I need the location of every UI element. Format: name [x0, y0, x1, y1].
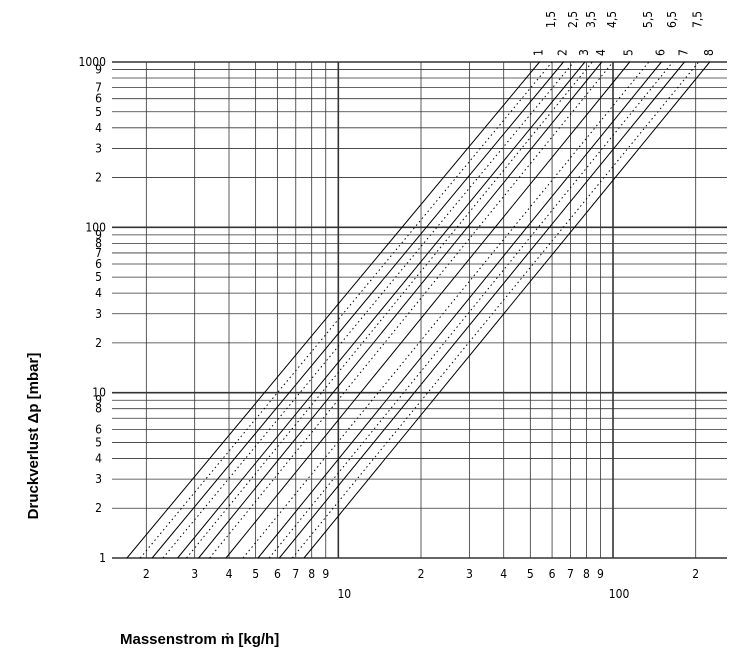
x-decade-label: 100 [609, 587, 630, 601]
y-tick-label: 8 [95, 402, 102, 416]
x-tick-label: 7 [567, 567, 574, 581]
y-tick-label: 5 [95, 270, 102, 284]
series-line-1 [126, 61, 540, 559]
series-label: 2 [555, 49, 569, 56]
y-tick-label: 2 [95, 336, 102, 350]
y-tick-label: 9 [95, 63, 102, 77]
x-tick-label: 4 [500, 567, 507, 581]
series-label: 6,5 [665, 11, 679, 28]
y-tick-label: 5 [95, 105, 102, 119]
y-tick-label: 3 [95, 141, 102, 155]
x-tick-label: 5 [527, 567, 534, 581]
y-tick-label: 4 [95, 451, 102, 465]
y-tick-label: 8 [95, 236, 102, 250]
series-line-5 [225, 61, 631, 559]
y-tick-label: 4 [95, 286, 102, 300]
x-tick-label: 5 [252, 567, 259, 581]
series-label: 3 [577, 49, 591, 56]
y-tick-label: 7 [95, 81, 102, 95]
y-tick-label: 5 [95, 435, 102, 449]
x-tick-label: 2 [692, 567, 699, 581]
series-label: 3,5 [584, 11, 598, 28]
x-tick-label: 2 [143, 567, 150, 581]
y-tick-label: 4 [95, 121, 102, 135]
x-axis-label: Massenstrom ṁ [kg/h] [120, 631, 279, 648]
series-line-7 [278, 61, 685, 559]
series-line-4-5 [209, 61, 614, 559]
y-tick-label: 3 [95, 472, 102, 486]
y-tick-label: 2 [95, 501, 102, 515]
series-line-7-5 [291, 61, 700, 559]
series-line-4 [198, 61, 603, 559]
tick-labels: 11,522,533,544,555,566,577,582 3 4 5 6 7 8 9 2 3 4… [79, 11, 716, 601]
series-label: 1 [532, 49, 546, 56]
x-tick-label: 3 [466, 567, 473, 581]
series-line-5-5 [242, 61, 650, 559]
y-tick-label: 6 [95, 422, 102, 436]
y-tick-label: 7 [95, 246, 102, 260]
x-tick-label: 2 [418, 567, 425, 581]
series-label: 6 [653, 49, 667, 56]
y-tick-label: 6 [95, 257, 102, 271]
series-label: 7 [676, 49, 690, 56]
y-tick-label: 100 [85, 220, 106, 234]
y-tick-label: 9 [95, 393, 102, 407]
x-tick-label: 7 [292, 567, 299, 581]
series-label: 4,5 [605, 11, 619, 28]
y-axis-label: Druckverlust Δp [mbar] [25, 353, 42, 520]
y-tick-label: 9 [95, 228, 102, 242]
series-label: 8 [702, 49, 716, 56]
series-label: 5 [622, 49, 636, 56]
x-tick-label: 9 [322, 567, 329, 581]
y-tick-label: 1 [99, 551, 106, 565]
series-line-2-5 [162, 61, 575, 559]
series-line-3-5 [186, 61, 593, 559]
y-tick-label: 10 [92, 386, 106, 400]
grid [112, 61, 727, 559]
series-line-1-5 [139, 61, 553, 559]
series-lines [126, 61, 711, 559]
x-tick-label: 6 [274, 567, 281, 581]
x-tick-label: 4 [226, 567, 233, 581]
x-tick-label: 9 [597, 567, 604, 581]
series-line-2 [151, 61, 564, 559]
x-tick-label: 8 [308, 567, 315, 581]
x-tick-label: 6 [549, 567, 556, 581]
y-tick-label: 1000 [79, 55, 107, 69]
series-line-6-5 [268, 61, 674, 559]
series-label: 5,5 [641, 11, 655, 28]
series-label: 4 [594, 49, 608, 56]
x-tick-label: 8 [583, 567, 590, 581]
x-decade-label: 10 [337, 587, 351, 601]
y-tick-label: 2 [95, 171, 102, 185]
series-label: 7,5 [691, 11, 705, 28]
x-tick-label: 3 [191, 567, 198, 581]
series-line-3 [177, 61, 586, 559]
series-line-6 [257, 61, 662, 559]
series-label: 1,5 [544, 11, 558, 28]
y-tick-label: 3 [95, 307, 102, 321]
series-label: 2,5 [566, 11, 580, 28]
y-tick-label: 6 [95, 92, 102, 106]
series-line-8 [303, 61, 711, 559]
